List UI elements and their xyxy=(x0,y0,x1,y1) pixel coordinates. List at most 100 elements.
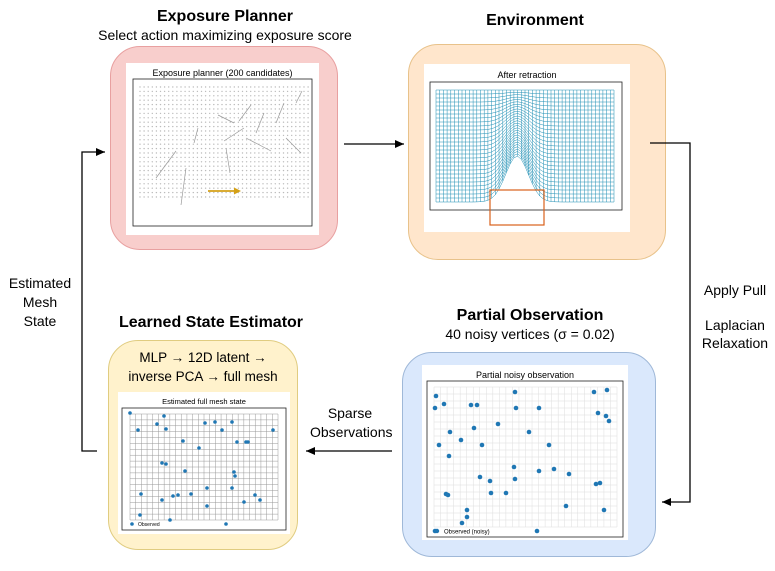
candidate-dot xyxy=(217,121,219,123)
candidate-dot xyxy=(237,103,240,106)
candidate-dot xyxy=(233,156,235,159)
candidate-dot xyxy=(147,143,149,145)
candidate-dot xyxy=(217,130,219,132)
candidate-dot xyxy=(258,191,260,194)
candidate-dot xyxy=(262,169,264,172)
candidate-dot xyxy=(176,165,178,167)
candidate-dot xyxy=(184,117,186,119)
candidate-dot xyxy=(180,130,182,132)
candidate-dot xyxy=(188,183,190,185)
candidate-dot xyxy=(184,130,186,132)
candidate-dot xyxy=(258,169,260,172)
candidate-dot xyxy=(209,183,211,185)
candidate-dot xyxy=(163,174,166,176)
candidate-dot xyxy=(192,99,194,101)
candidate-dot xyxy=(168,121,170,123)
candidate-dot xyxy=(143,147,145,150)
candidate-dot xyxy=(143,196,145,198)
candidate-dot xyxy=(278,147,281,150)
candidate-dot xyxy=(266,174,268,176)
candidate-dot xyxy=(184,121,186,123)
candidate-dot xyxy=(139,121,141,123)
candidate-dot xyxy=(209,103,211,106)
estimator-vertex xyxy=(213,420,217,424)
candidate-dot xyxy=(258,99,260,101)
candidate-dot xyxy=(299,103,301,106)
environment-title: Environment xyxy=(486,12,584,29)
candidate-dot xyxy=(233,134,235,137)
candidate-dot xyxy=(196,99,199,101)
candidate-dot xyxy=(159,156,162,159)
estimator-legend-marker xyxy=(130,522,134,526)
candidate-dot xyxy=(172,103,174,106)
candidate-dot xyxy=(250,187,252,189)
candidate-dot xyxy=(217,161,219,163)
candidate-dot xyxy=(184,86,186,88)
candidate-dot xyxy=(237,174,240,176)
candidate-dot xyxy=(262,191,264,194)
candidate-dot xyxy=(168,112,170,115)
candidate-dot xyxy=(229,183,231,185)
candidate-dot xyxy=(139,147,141,150)
candidate-dot xyxy=(307,125,309,128)
candidate-dot xyxy=(151,174,153,176)
candidate-dot xyxy=(229,134,231,137)
candidate-dot xyxy=(270,178,272,181)
candidate-dot xyxy=(217,99,219,101)
candidate-dot xyxy=(270,191,272,194)
estimator-vertex xyxy=(171,494,175,498)
candidate-dot xyxy=(196,117,199,119)
estimator-plot: Estimated full mesh state Observed xyxy=(118,392,290,534)
candidate-dot xyxy=(295,103,297,106)
candidate-dot xyxy=(172,95,174,97)
candidate-dot xyxy=(147,90,149,93)
candidate-dot xyxy=(196,86,199,88)
candidate-dot xyxy=(196,103,199,106)
candidate-dot xyxy=(229,95,231,97)
observed-vertex xyxy=(566,471,572,477)
candidate-dot xyxy=(200,161,203,163)
candidate-dot xyxy=(250,90,252,93)
candidate-dot xyxy=(188,156,190,159)
candidate-dot xyxy=(229,191,231,194)
candidate-dot xyxy=(278,165,281,167)
candidate-dot xyxy=(200,134,203,137)
candidate-dot xyxy=(245,183,248,185)
candidate-dot xyxy=(213,125,215,128)
candidate-dot xyxy=(254,139,256,141)
candidate-dot xyxy=(192,147,194,150)
candidate-dot xyxy=(270,139,272,141)
candidate-dot xyxy=(258,108,260,110)
candidate-dot xyxy=(274,161,276,163)
candidate-dot xyxy=(241,99,244,101)
candidate-dot xyxy=(176,161,178,163)
candidate-dot xyxy=(250,178,252,181)
candidate-dot xyxy=(168,178,170,181)
candidate-dot xyxy=(254,147,256,150)
candidate-dot xyxy=(303,117,305,119)
candidate-dot xyxy=(270,183,272,185)
candidate-dot xyxy=(139,86,141,88)
candidate-dot xyxy=(188,169,190,172)
candidate-dot xyxy=(217,125,219,128)
candidate-dot xyxy=(307,108,309,110)
candidate-dot xyxy=(155,147,158,150)
estimator-vertex xyxy=(233,474,237,478)
candidate-dot xyxy=(299,147,301,150)
candidate-dot xyxy=(217,156,219,159)
candidate-dot xyxy=(168,191,170,194)
candidate-dot xyxy=(262,147,264,150)
candidate-dot xyxy=(237,156,240,159)
candidate-dot xyxy=(172,191,174,194)
candidate-dot xyxy=(180,108,182,110)
candidate-dot xyxy=(159,117,162,119)
candidate-dot xyxy=(168,147,170,150)
estimator-observed-vertices xyxy=(128,411,275,526)
candidate-dot xyxy=(155,187,158,189)
candidate-dot xyxy=(155,152,158,154)
candidate-dot xyxy=(172,139,174,141)
relaxation-label: Relaxation xyxy=(701,335,769,351)
candidate-dot xyxy=(254,103,256,106)
candidate-dot xyxy=(213,174,215,176)
candidate-dot xyxy=(188,86,190,88)
